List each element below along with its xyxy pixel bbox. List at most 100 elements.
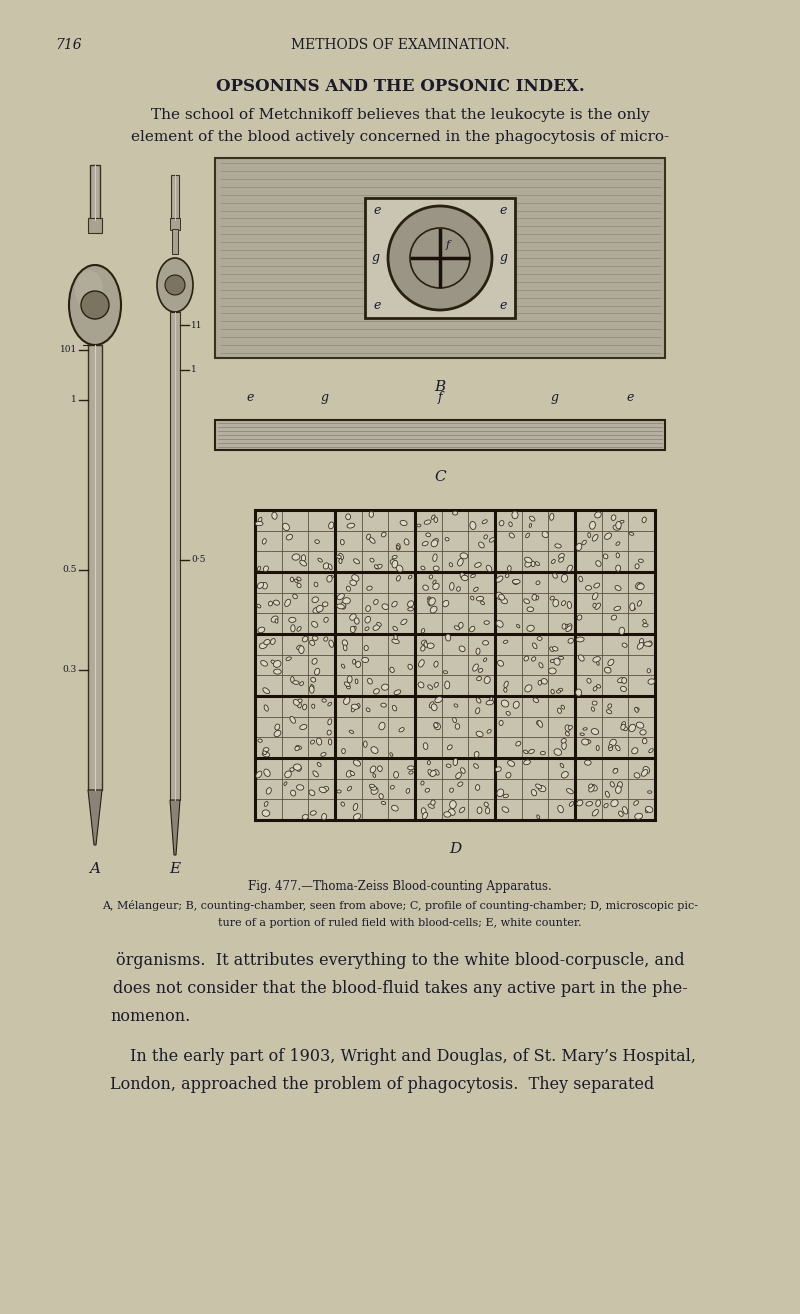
- Ellipse shape: [582, 540, 586, 544]
- Ellipse shape: [269, 602, 273, 606]
- Ellipse shape: [256, 771, 262, 778]
- Text: A: A: [90, 862, 101, 876]
- Ellipse shape: [350, 579, 357, 586]
- Ellipse shape: [622, 721, 626, 727]
- Ellipse shape: [423, 585, 429, 590]
- Ellipse shape: [293, 594, 298, 599]
- Ellipse shape: [555, 544, 562, 548]
- Ellipse shape: [643, 766, 650, 774]
- Ellipse shape: [447, 745, 452, 750]
- Text: METHODS OF EXAMINATION.: METHODS OF EXAMINATION.: [290, 38, 510, 53]
- Ellipse shape: [355, 679, 358, 683]
- Ellipse shape: [470, 574, 475, 578]
- Bar: [170, 311, 180, 800]
- Ellipse shape: [370, 784, 374, 787]
- Ellipse shape: [501, 598, 507, 603]
- Ellipse shape: [275, 724, 280, 731]
- Ellipse shape: [314, 669, 320, 675]
- Ellipse shape: [537, 815, 540, 819]
- Ellipse shape: [422, 640, 426, 644]
- Ellipse shape: [562, 574, 567, 582]
- Ellipse shape: [270, 639, 275, 644]
- Ellipse shape: [391, 805, 398, 811]
- Text: A, Mélangeur; B, counting-chamber, seen from above; C, profile of counting-chamb: A, Mélangeur; B, counting-chamber, seen …: [102, 900, 698, 911]
- Ellipse shape: [297, 766, 302, 771]
- Ellipse shape: [610, 782, 614, 787]
- Ellipse shape: [591, 728, 598, 735]
- Ellipse shape: [328, 738, 332, 745]
- Ellipse shape: [526, 533, 530, 537]
- Ellipse shape: [274, 600, 279, 606]
- Circle shape: [81, 290, 109, 319]
- Ellipse shape: [426, 533, 430, 536]
- Ellipse shape: [258, 518, 262, 522]
- Ellipse shape: [458, 558, 463, 566]
- Ellipse shape: [319, 787, 326, 792]
- Ellipse shape: [310, 686, 314, 692]
- Ellipse shape: [606, 791, 610, 798]
- Ellipse shape: [450, 800, 456, 808]
- Ellipse shape: [484, 535, 487, 539]
- Text: örganisms.  It attributes everything to the white blood-corpuscle, and: örganisms. It attributes everything to t…: [116, 953, 684, 968]
- Ellipse shape: [421, 645, 425, 650]
- Ellipse shape: [409, 576, 412, 579]
- Ellipse shape: [578, 654, 584, 661]
- Text: In the early part of 1903, Wright and Douglas, of St. Mary’s Hospital,: In the early part of 1903, Wright and Do…: [130, 1049, 696, 1066]
- Ellipse shape: [634, 773, 640, 778]
- Ellipse shape: [586, 802, 593, 805]
- Ellipse shape: [558, 557, 564, 562]
- Ellipse shape: [324, 618, 328, 623]
- Ellipse shape: [611, 615, 617, 620]
- Ellipse shape: [538, 681, 542, 685]
- Ellipse shape: [610, 800, 618, 807]
- Ellipse shape: [550, 660, 554, 662]
- Ellipse shape: [630, 603, 635, 611]
- Ellipse shape: [328, 703, 331, 706]
- Text: 101: 101: [60, 346, 77, 355]
- Ellipse shape: [642, 624, 648, 627]
- Ellipse shape: [418, 682, 424, 687]
- Ellipse shape: [297, 627, 301, 631]
- Ellipse shape: [264, 704, 268, 711]
- Ellipse shape: [428, 685, 433, 690]
- Ellipse shape: [531, 657, 536, 661]
- Ellipse shape: [262, 809, 270, 816]
- Ellipse shape: [474, 587, 478, 591]
- Ellipse shape: [474, 752, 479, 757]
- Ellipse shape: [324, 637, 328, 641]
- Ellipse shape: [354, 618, 359, 624]
- Ellipse shape: [533, 643, 537, 649]
- Ellipse shape: [594, 686, 597, 691]
- Ellipse shape: [300, 724, 307, 729]
- Ellipse shape: [346, 685, 350, 689]
- Ellipse shape: [490, 537, 494, 543]
- Ellipse shape: [418, 660, 424, 668]
- Ellipse shape: [562, 624, 566, 629]
- Ellipse shape: [313, 607, 321, 614]
- Ellipse shape: [596, 561, 601, 566]
- Ellipse shape: [647, 669, 650, 673]
- Ellipse shape: [374, 599, 378, 604]
- Ellipse shape: [604, 804, 608, 808]
- Ellipse shape: [616, 541, 620, 545]
- Ellipse shape: [362, 657, 369, 662]
- Ellipse shape: [474, 763, 478, 769]
- Ellipse shape: [638, 560, 643, 562]
- Ellipse shape: [454, 704, 458, 707]
- Text: 0·5: 0·5: [191, 556, 206, 565]
- Ellipse shape: [346, 514, 350, 520]
- Ellipse shape: [295, 746, 299, 750]
- Ellipse shape: [312, 622, 318, 627]
- Ellipse shape: [531, 561, 535, 566]
- Ellipse shape: [444, 812, 451, 817]
- Ellipse shape: [476, 597, 484, 600]
- Ellipse shape: [285, 599, 290, 607]
- Ellipse shape: [590, 522, 595, 530]
- Text: f: f: [446, 240, 450, 250]
- Ellipse shape: [366, 533, 370, 539]
- Text: OPSONINS AND THE OPSONIC INDEX.: OPSONINS AND THE OPSONIC INDEX.: [216, 78, 584, 95]
- Ellipse shape: [297, 583, 301, 587]
- Ellipse shape: [616, 522, 622, 530]
- Ellipse shape: [503, 794, 509, 798]
- Ellipse shape: [350, 771, 354, 775]
